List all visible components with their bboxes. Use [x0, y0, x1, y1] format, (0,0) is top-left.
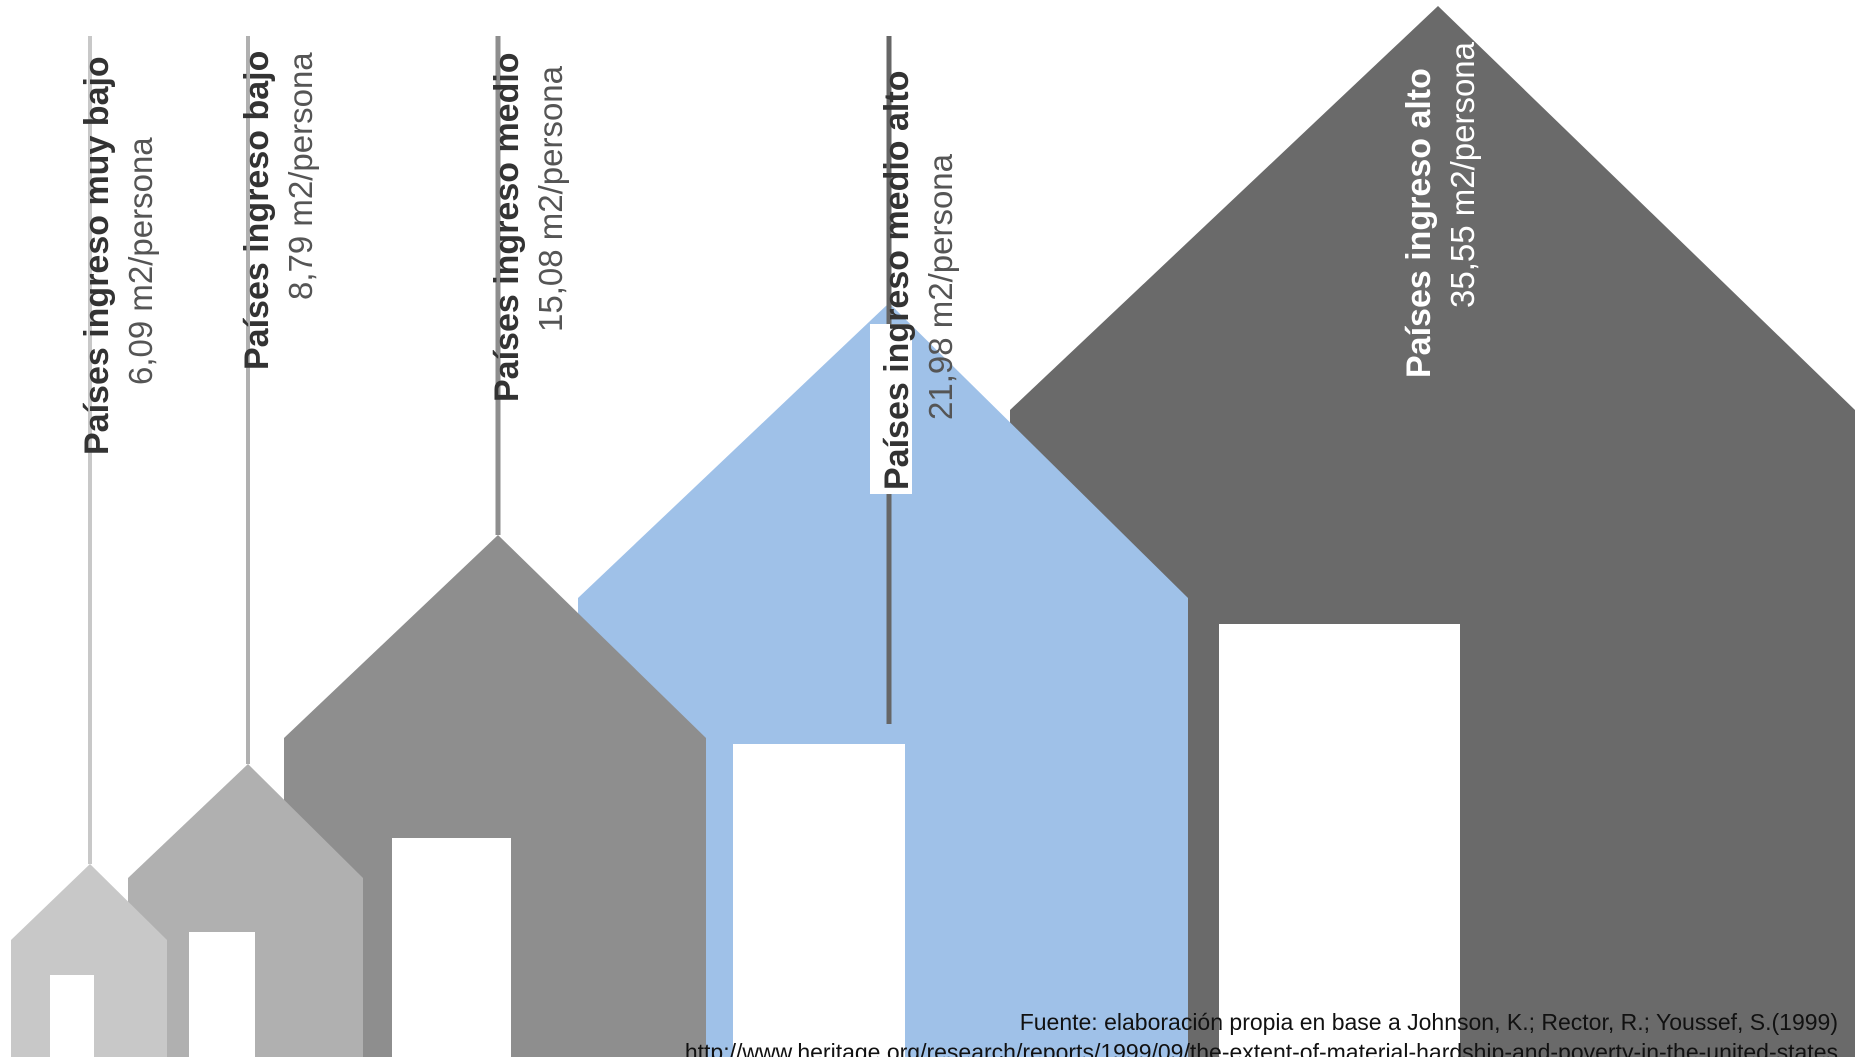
category-label-5: Países ingreso alto: [1400, 68, 1438, 378]
value-label-2: 8,79 m2/persona: [282, 52, 319, 300]
source-line-1: Fuente: elaboración propia en base a Joh…: [1020, 1009, 1838, 1035]
value-label-1: 6,09 m2/persona: [122, 137, 159, 385]
house-door-4: [733, 744, 905, 1057]
category-label-4: Países ingreso medio alto: [878, 71, 916, 490]
label-group-3: Países ingreso medio 15,08 m2/persona: [488, 52, 569, 402]
category-label-1: Países ingreso muy bajo: [78, 56, 116, 455]
category-label-3: Países ingreso medio: [488, 52, 526, 402]
house-door-5: [1219, 624, 1460, 1057]
house-door-1: [50, 975, 94, 1057]
value-label-5: 35,55 m2/persona: [1444, 41, 1481, 308]
value-label-3: 15,08 m2/persona: [532, 65, 569, 332]
house-door-2: [189, 932, 255, 1057]
category-label-2: Países ingreso bajo: [238, 51, 276, 370]
source-line-2[interactable]: http://www.heritage.org/research/reports…: [685, 1039, 1838, 1057]
house-door-3: [392, 838, 511, 1057]
label-group-2: Países ingreso bajo 8,79 m2/persona: [238, 51, 319, 370]
label-group-1: Países ingreso muy bajo 6,09 m2/persona: [78, 56, 159, 455]
value-label-4: 21,98 m2/persona: [922, 153, 959, 420]
